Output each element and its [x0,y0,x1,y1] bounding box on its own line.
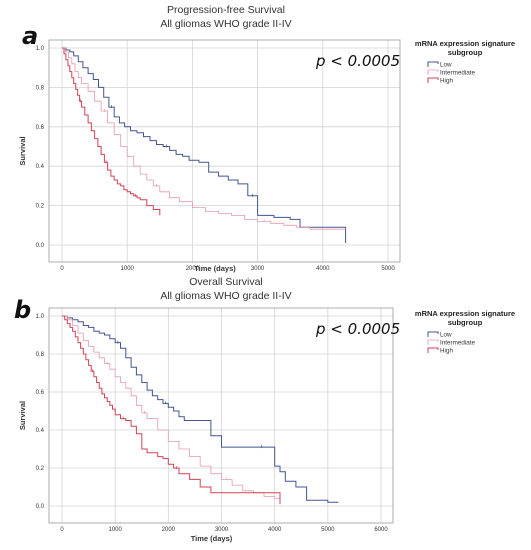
x-tick-label: 6000 [374,527,388,533]
legend-label-intermediate: Intermediate [440,340,475,347]
x-tick-label: 0 [60,527,64,533]
legend-title: mRNA expression signature [415,39,515,48]
legend-label-low: Low [440,332,452,339]
x-tick-label: 1000 [108,527,122,533]
y-tick-label: 0.8 [36,85,45,91]
y-tick-label: 0.4 [36,428,45,434]
survival-curve-low [62,315,339,503]
y-tick-label: 0.2 [36,204,45,210]
x-axis-label: Time (days) [194,264,236,273]
x-tick-label: 3000 [251,266,265,272]
chart-subtitle: All gliomas WHO grade II-IV [160,290,291,302]
panel-letter: b [14,296,31,324]
legend-label-high: High [440,348,453,355]
y-tick-label: 0.8 [36,352,45,358]
chart-panel-a: a Progression-free Survival All gliomas WH… [18,4,515,273]
survival-curve-low [62,47,347,243]
survival-curve-intermediate [62,47,346,230]
legend-swatch-high [427,77,439,83]
y-axis-label: Survival [18,401,27,430]
y-tick-label: 0.6 [36,390,45,396]
p-value-annotation: p < 0.0005 [315,320,400,338]
plot-frame [48,39,401,263]
x-tick-label: 5000 [381,266,395,272]
chart-title: Overall Survival [189,276,263,288]
y-tick-label: 1.0 [36,314,45,320]
legend-title: subgroup [448,48,483,57]
x-axis-label: Time (days) [191,534,233,543]
legend-title: subgroup [448,318,483,327]
legend-title: mRNA expression signature [415,309,515,318]
survival-curve-high [62,47,161,216]
x-tick-label: 2000 [162,527,176,533]
chart-subtitle: All gliomas WHO grade II-IV [160,18,291,30]
survival-curve-high [62,315,281,505]
legend-swatch-intermediate [427,69,439,75]
x-tick-label: 5000 [321,527,335,533]
plot-frame [48,307,394,524]
y-axis-label: Survival [18,136,27,165]
x-tick-label: 1000 [121,266,135,272]
x-tick-label: 4000 [268,527,282,533]
legend-label-low: Low [440,62,452,69]
y-tick-label: 0.2 [36,466,45,472]
p-value-annotation: p < 0.0005 [315,52,400,70]
y-tick-label: 0.0 [36,504,45,510]
x-tick-label: 4000 [316,266,330,272]
y-tick-label: 0.4 [36,164,45,170]
legend-label-intermediate: Intermediate [440,70,475,77]
legend-swatch-high [427,347,439,353]
legend-swatch-low [427,331,439,337]
y-tick-label: 0.0 [36,243,45,249]
legend-label-high: High [440,78,453,85]
x-tick-label: 3000 [215,527,229,533]
panel-letter: a [22,22,38,50]
x-tick-label: 0 [60,266,64,272]
x-tick-label: 2000 [186,266,200,272]
chart-title: Progression-free Survival [167,4,285,16]
legend-swatch-intermediate [427,339,439,345]
y-tick-label: 0.6 [36,125,45,131]
chart-panel-b: b Overall Survival All gliomas WHO grade I… [14,276,515,543]
legend-swatch-low [427,61,439,67]
y-tick-label: 1.0 [36,46,45,52]
survival-curve-intermediate [62,315,281,505]
